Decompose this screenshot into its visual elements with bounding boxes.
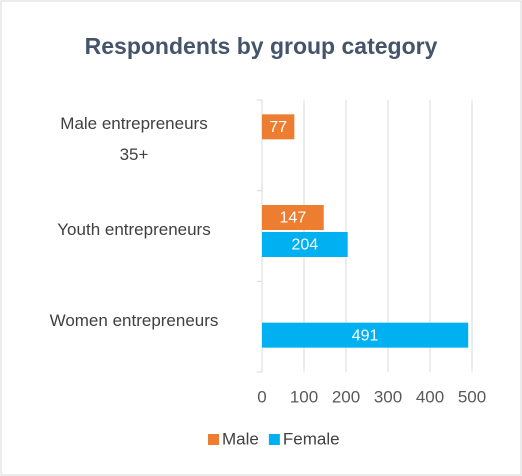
- x-tick-label: 100: [290, 387, 318, 406]
- y-tick-label: Youth entrepreneurs: [57, 220, 211, 240]
- chart-title: Respondents by group category: [85, 33, 438, 59]
- x-tick-label: 500: [458, 387, 486, 406]
- y-tick-label: Women entrepreneurs: [49, 311, 219, 331]
- bar: [262, 114, 295, 140]
- x-tick-label: 300: [374, 387, 402, 406]
- bar: [262, 205, 324, 230]
- x-tick-label: 200: [332, 387, 360, 406]
- legend-label: Female: [283, 429, 340, 448]
- y-tick-label: Male entrepreneurs 35+: [60, 114, 208, 165]
- x-tick-label: 0: [257, 387, 266, 406]
- bar: [262, 322, 469, 348]
- data-label: 147: [280, 210, 307, 227]
- legend-label: Male: [222, 429, 259, 448]
- bar: [262, 232, 348, 257]
- legend-swatch: [268, 434, 280, 445]
- legend-swatch: [208, 434, 219, 445]
- x-tick-label: 400: [416, 387, 444, 406]
- data-label: 491: [352, 327, 379, 344]
- data-label: 204: [291, 237, 318, 254]
- data-label: 77: [269, 119, 287, 136]
